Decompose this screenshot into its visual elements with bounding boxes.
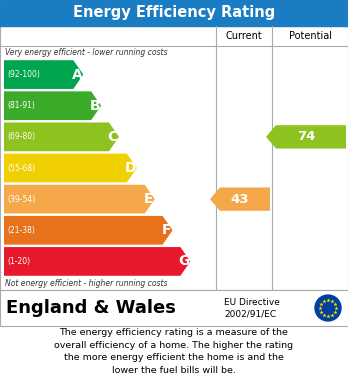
Text: Not energy efficient - higher running costs: Not energy efficient - higher running co… bbox=[5, 279, 167, 288]
Text: B: B bbox=[89, 99, 100, 113]
Bar bbox=[0, 290, 348, 326]
Text: Potential: Potential bbox=[288, 31, 332, 41]
Text: (21-38): (21-38) bbox=[7, 226, 35, 235]
Text: (55-68): (55-68) bbox=[7, 163, 35, 172]
Text: The energy efficiency rating is a measure of the
overall efficiency of a home. T: The energy efficiency rating is a measur… bbox=[54, 328, 294, 375]
Text: (39-54): (39-54) bbox=[7, 195, 35, 204]
Text: (81-91): (81-91) bbox=[7, 101, 35, 110]
Bar bbox=[0, 0, 348, 26]
Bar bbox=[0, 26, 348, 290]
Text: (1-20): (1-20) bbox=[7, 257, 30, 266]
Polygon shape bbox=[4, 154, 137, 182]
Text: (69-80): (69-80) bbox=[7, 133, 35, 142]
Polygon shape bbox=[266, 125, 346, 149]
Polygon shape bbox=[210, 187, 270, 211]
Polygon shape bbox=[4, 91, 101, 120]
Polygon shape bbox=[4, 122, 119, 151]
Polygon shape bbox=[4, 216, 173, 245]
Text: E: E bbox=[144, 192, 154, 206]
Polygon shape bbox=[4, 185, 155, 213]
Text: A: A bbox=[72, 68, 82, 82]
Text: 74: 74 bbox=[297, 130, 315, 143]
Text: C: C bbox=[108, 130, 118, 144]
Circle shape bbox=[315, 295, 341, 321]
Polygon shape bbox=[4, 60, 83, 89]
Text: D: D bbox=[124, 161, 136, 175]
Text: G: G bbox=[178, 255, 189, 269]
Text: 43: 43 bbox=[231, 193, 249, 206]
Text: Energy Efficiency Rating: Energy Efficiency Rating bbox=[73, 5, 275, 20]
Text: Current: Current bbox=[226, 31, 262, 41]
Text: Very energy efficient - lower running costs: Very energy efficient - lower running co… bbox=[5, 48, 167, 57]
Text: (92-100): (92-100) bbox=[7, 70, 40, 79]
Polygon shape bbox=[4, 247, 190, 276]
Text: England & Wales: England & Wales bbox=[6, 299, 176, 317]
Text: F: F bbox=[162, 223, 172, 237]
Text: EU Directive
2002/91/EC: EU Directive 2002/91/EC bbox=[224, 298, 280, 318]
